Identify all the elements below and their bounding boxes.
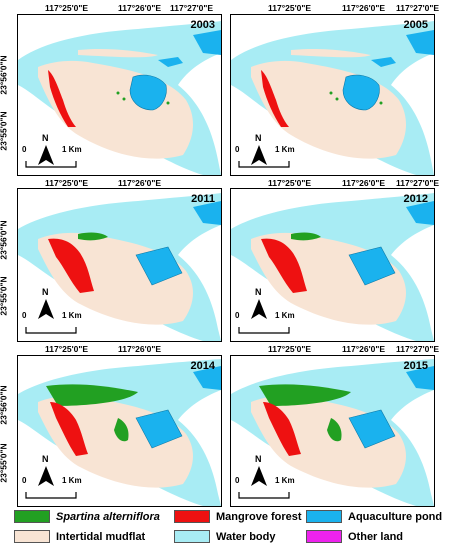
- lon-label-r2-1: 117°25'0"E: [45, 178, 89, 188]
- lon-label-r3-4: 117°25'0"E: [268, 344, 312, 354]
- north-label: N: [255, 133, 262, 143]
- north-arrow-icon: [251, 145, 267, 165]
- lon-label-r3-2: 117°26'0"E: [118, 344, 162, 354]
- north-label: N: [255, 287, 262, 297]
- scale-bar: [25, 327, 77, 334]
- legend-item-mudflat: Intertidal mudflat: [14, 530, 145, 543]
- north-label: N: [42, 133, 49, 143]
- map-panel-2012: 2012 N 0 1 Km: [230, 188, 435, 342]
- scale-one: 1 Km: [62, 476, 82, 485]
- legend-item-mangrove: Mangrove forest: [174, 510, 302, 523]
- north-arrow-icon: [38, 466, 54, 486]
- north-arrow-icon: [38, 299, 54, 319]
- legend-item-water: Water body: [174, 530, 276, 543]
- lon-label-6: 117°27'0"E: [396, 3, 440, 13]
- lon-label-3: 117°27'0"E: [170, 3, 214, 13]
- legend-item-spartina: Spartina alterniflora: [14, 510, 160, 523]
- map-panel-2011: 2011 N 0 1 Km: [17, 188, 222, 342]
- scale-one: 1 Km: [275, 476, 295, 485]
- legend-label: Mangrove forest: [216, 510, 302, 523]
- scale-bar: [25, 161, 77, 168]
- legend-swatch: [174, 510, 210, 523]
- year-label: 2012: [403, 193, 428, 205]
- scale-zero: 0: [235, 476, 240, 485]
- north-arrow-icon: [251, 299, 267, 319]
- scale-zero: 0: [235, 311, 240, 320]
- legend-swatch: [306, 530, 342, 543]
- legend-label: Spartina alterniflora: [56, 510, 160, 523]
- legend-label: Aquaculture pond: [348, 510, 443, 523]
- lat-label-l5: 23°56'0"N: [0, 385, 9, 425]
- scale-one: 1 Km: [275, 311, 295, 320]
- year-label: 2003: [190, 19, 215, 31]
- legend-label: Other land: [348, 530, 404, 543]
- lat-label-l6: 23°55'0"N: [0, 443, 9, 483]
- scale-zero: 0: [22, 145, 27, 154]
- map-panel-2005: 2005 N 0 1 Km: [230, 14, 435, 176]
- scale-one: 1 Km: [275, 145, 295, 154]
- lon-label-r3-6: 117°27'0"E: [396, 344, 440, 354]
- lon-label-r2-4: 117°25'0"E: [268, 178, 312, 188]
- north-arrow-icon: [38, 145, 54, 165]
- lon-label-r2-2: 117°26'0"E: [118, 178, 162, 188]
- lat-label-l2: 23°55'0"N: [0, 111, 9, 151]
- lon-label-r3-1: 117°25'0"E: [45, 344, 89, 354]
- map-panel-2015: 2015 N 0 1 Km: [230, 355, 435, 507]
- legend: Spartina alterniflora Mangrove forest Aq…: [14, 510, 444, 550]
- legend-item-aquaculture: Aquaculture pond: [306, 510, 442, 523]
- north-label: N: [42, 454, 49, 464]
- map-panel-2003: 2003 N 0 1 Km: [17, 14, 222, 176]
- map-panel-2014: 2014 N 0 1 Km: [17, 355, 222, 507]
- legend-swatch: [306, 510, 342, 523]
- legend-swatch: [174, 530, 210, 543]
- scale-bar: [238, 161, 290, 168]
- legend-swatch: [14, 510, 50, 523]
- year-label: 2011: [191, 193, 215, 205]
- north-label: N: [42, 287, 49, 297]
- lon-label-r2-6: 117°27'0"E: [396, 178, 440, 188]
- scale-bar: [25, 492, 77, 499]
- lon-label-r2-5: 117°26'0"E: [342, 178, 386, 188]
- legend-swatch: [14, 530, 50, 543]
- north-arrow-icon: [251, 466, 267, 486]
- lat-label-l4: 23°55'0"N: [0, 276, 9, 316]
- lat-label-l1: 23°56'0"N: [0, 55, 9, 95]
- scale-zero: 0: [22, 311, 27, 320]
- lon-label-2: 117°26'0"E: [118, 3, 162, 13]
- scale-bar: [238, 327, 290, 334]
- legend-label: Water body: [216, 530, 276, 543]
- lat-label-l3: 23°56'0"N: [0, 220, 9, 260]
- scale-bar: [238, 492, 290, 499]
- legend-item-other: Other land: [306, 530, 403, 543]
- lon-label-1: 117°25'0"E: [45, 3, 89, 13]
- scale-one: 1 Km: [62, 311, 82, 320]
- year-label: 2015: [403, 360, 428, 372]
- scale-zero: 0: [235, 145, 240, 154]
- lon-label-4: 117°25'0"E: [268, 3, 312, 13]
- north-label: N: [255, 454, 262, 464]
- legend-label: Intertidal mudflat: [56, 530, 146, 543]
- year-label: 2014: [190, 360, 215, 372]
- lon-label-5: 117°26'0"E: [342, 3, 386, 13]
- scale-zero: 0: [22, 476, 27, 485]
- year-label: 2005: [403, 19, 428, 31]
- scale-one: 1 Km: [62, 145, 82, 154]
- lon-label-r3-5: 117°26'0"E: [342, 344, 386, 354]
